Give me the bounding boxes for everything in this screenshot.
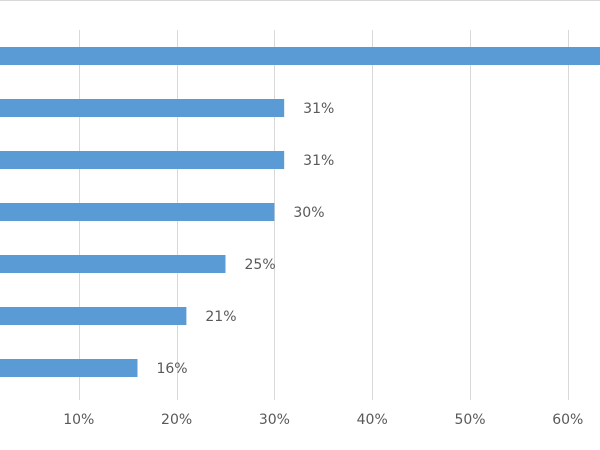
data-label-5: 25%	[245, 257, 276, 273]
data-label-7: 16%	[156, 361, 187, 377]
bar-3	[0, 151, 285, 169]
x-tick-label-1: 10%	[63, 412, 94, 428]
x-tick-label-3: 30%	[259, 412, 290, 428]
bar-5	[0, 255, 226, 273]
data-label-2: 31%	[303, 101, 334, 117]
x-tick-label-5: 50%	[454, 412, 485, 428]
bar-6	[0, 307, 187, 325]
bar-1	[0, 47, 600, 65]
bar-2	[0, 99, 285, 117]
data-label-4: 30%	[293, 205, 324, 221]
data-labels: 31% 31% 30% 25% 21% 16%	[156, 101, 334, 377]
bar-4	[0, 203, 275, 221]
data-label-6: 21%	[205, 309, 236, 325]
data-label-3: 31%	[303, 153, 334, 169]
bar-7	[0, 359, 138, 377]
x-tick-label-4: 40%	[357, 412, 388, 428]
x-tick-label-6: 60%	[552, 412, 583, 428]
bars	[0, 47, 600, 377]
x-axis-tick-labels: 10% 20% 30% 40% 50% 60%	[63, 412, 583, 428]
x-tick-label-2: 20%	[161, 412, 192, 428]
